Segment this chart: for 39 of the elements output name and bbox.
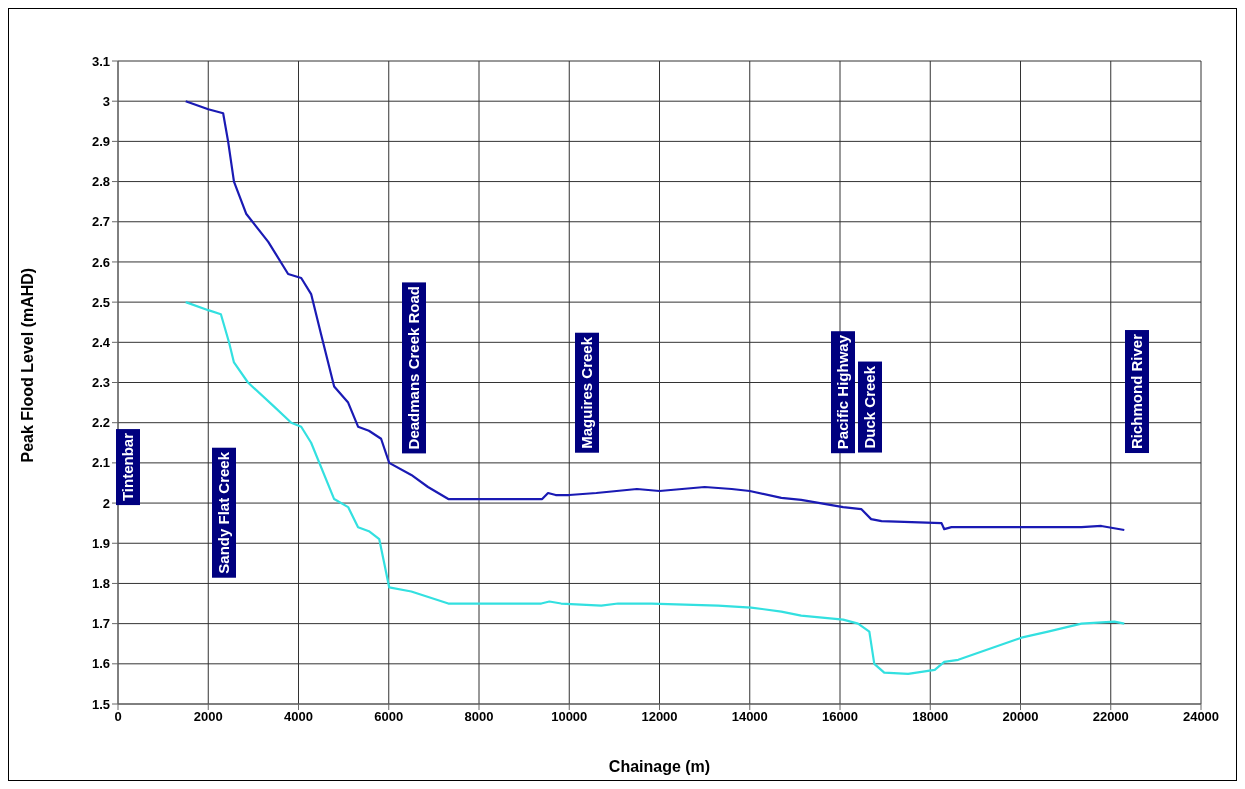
x-tick-label: 4000 — [284, 709, 313, 725]
x-tick-label: 22000 — [1092, 709, 1129, 725]
y-axis-title: Peak Flood Level (mAHD) — [18, 267, 36, 463]
x-axis-title: Chainage (m) — [608, 758, 711, 775]
y-tick-label: 2.4 — [91, 334, 111, 350]
annotation: Duck Creek — [858, 362, 882, 453]
annotation: Deadmans Creek Road — [402, 281, 426, 453]
y-tick-label: 1.9 — [91, 535, 110, 551]
x-tick-label: 16000 — [821, 709, 859, 725]
y-tick-label: 2.9 — [91, 133, 110, 149]
x-tick-label: 24000 — [1182, 709, 1220, 725]
y-tick-label: 2.2 — [91, 415, 110, 431]
y-tick-label: 2.5 — [91, 294, 110, 310]
y-tick-label: 2.8 — [91, 174, 110, 190]
x-tick-label: 6000 — [374, 709, 404, 725]
y-tick-label: 1.8 — [91, 576, 110, 592]
annotation: Sandy Flat Creek — [212, 448, 236, 578]
x-tick-label: 8000 — [464, 709, 494, 725]
y-tick-label: 3.1 — [91, 53, 110, 69]
y-tick-label: 2.7 — [91, 214, 110, 230]
y-tick-label: 1.7 — [91, 616, 110, 632]
y-tick-label: 2.3 — [91, 375, 110, 391]
annotation: Maguires Creek — [575, 333, 599, 453]
x-tick-label: 0 — [114, 709, 122, 725]
x-tick-label: 2000 — [193, 709, 223, 725]
x-tick-label: 12000 — [641, 709, 678, 725]
annotation: Richmond River — [1125, 329, 1149, 453]
y-tick-label: 2 — [102, 495, 110, 511]
y-tick-label: 2.1 — [91, 455, 110, 471]
y-tick-label: 2.6 — [91, 254, 110, 270]
x-tick-label: 14000 — [731, 709, 768, 725]
annotation: Tintenbar — [116, 428, 140, 505]
y-tick-label: 3 — [102, 93, 110, 109]
x-tick-label: 18000 — [912, 709, 949, 725]
x-tick-label: 20000 — [1002, 709, 1039, 725]
y-tick-label: 1.5 — [91, 696, 110, 712]
x-tick-label: 10000 — [551, 709, 588, 725]
y-tick-label: 1.6 — [91, 656, 110, 672]
annotation: Pacific Highway — [831, 330, 855, 453]
